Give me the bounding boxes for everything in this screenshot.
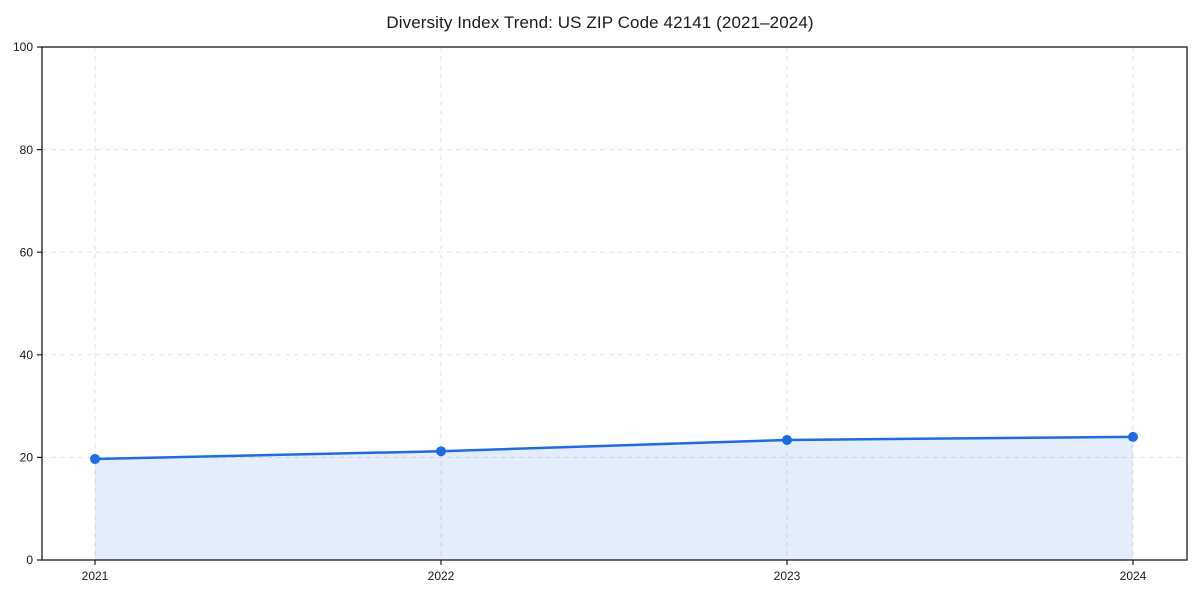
x-tick-label: 2021 xyxy=(82,569,109,583)
data-point-2023 xyxy=(782,434,792,445)
x-tick-label: 2024 xyxy=(1120,569,1147,583)
data-point-2021 xyxy=(90,453,100,464)
area-fill xyxy=(95,436,1133,560)
y-tick-label: 100 xyxy=(13,40,33,54)
x-tick-label: 2022 xyxy=(428,569,455,583)
x-tick-label: 2023 xyxy=(774,569,801,583)
chart-title: Diversity Index Trend: US ZIP Code 42141… xyxy=(386,13,814,32)
y-tick-label: 20 xyxy=(20,451,34,465)
trend-line xyxy=(93,435,1135,461)
data-point-2022 xyxy=(436,446,446,457)
y-tick-label: 40 xyxy=(20,348,34,362)
plot-border xyxy=(41,46,1188,561)
y-tick-label: 60 xyxy=(20,245,34,259)
y-tick-label: 0 xyxy=(26,553,33,567)
y-tick-label: 80 xyxy=(20,143,34,157)
data-point-2024 xyxy=(1128,431,1138,442)
